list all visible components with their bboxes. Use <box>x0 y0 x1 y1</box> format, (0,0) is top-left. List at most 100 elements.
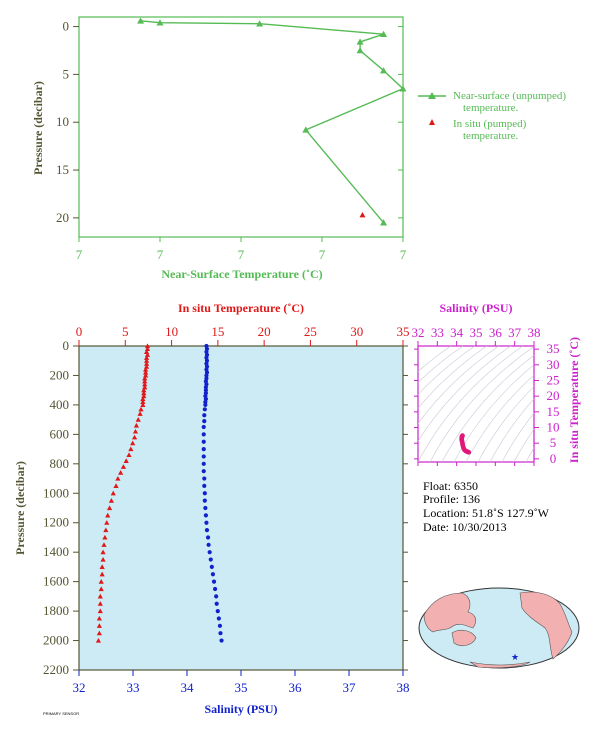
salinity-point <box>202 491 207 496</box>
profile-temp-tick-label: 20 <box>258 324 271 339</box>
profile-plot-area <box>78 345 404 671</box>
legend-label-near-surface-2: temperature. <box>463 102 519 114</box>
temperature-point <box>102 534 108 540</box>
ts-salinity-axis: 32 33 34 35 36 37 38 <box>412 325 541 466</box>
temperature-point <box>99 564 105 569</box>
profile-y-tick-label: 2200 <box>43 662 69 677</box>
temperature-point <box>96 630 102 636</box>
temperature-point <box>98 586 104 592</box>
top-x-tick-label: 7 <box>238 247 245 262</box>
temperature-point <box>140 402 146 407</box>
near-surface-point <box>380 67 388 74</box>
salinity-point <box>202 483 207 489</box>
salinity-point <box>201 461 206 466</box>
float-location-star-icon: ★ <box>511 653 519 663</box>
near-surface-point <box>356 38 364 45</box>
ts-density-contour <box>477 386 534 462</box>
near-surface-point <box>137 17 145 24</box>
temperature-point <box>142 375 148 381</box>
temperature-point <box>141 387 147 393</box>
ts-point <box>466 449 472 455</box>
near-surface-point <box>256 20 264 27</box>
ts-density-contour <box>441 354 534 462</box>
temperature-point <box>97 593 103 599</box>
near-surface-point <box>399 85 407 92</box>
temperature-point <box>97 601 103 606</box>
profile-y-tick-label: 1600 <box>43 574 69 589</box>
temperature-point <box>97 608 103 614</box>
profile-y-tick-label: 800 <box>50 456 70 471</box>
salinity-point <box>217 623 223 628</box>
in-situ-point <box>359 212 366 218</box>
temperature-profile <box>95 343 151 643</box>
temperature-point <box>141 390 147 396</box>
temperature-point <box>99 571 105 577</box>
profile-temp-tick-label: 5 <box>122 324 129 339</box>
ts-temp-tick-label: 10 <box>547 420 560 435</box>
temperature-point <box>96 623 102 628</box>
temperature-point <box>143 364 150 369</box>
profile-salinity-tick-label: 36 <box>289 680 303 695</box>
temperature-point <box>131 434 138 440</box>
salinity-point <box>202 413 207 418</box>
top-y-tick-label: 0 <box>63 19 70 34</box>
ts-density-contour <box>418 346 452 372</box>
ts-density-contour <box>418 346 464 383</box>
temperature-point <box>95 637 102 643</box>
temperature-point <box>142 378 148 384</box>
near-surface-point <box>156 19 164 26</box>
profile-y-tick-label: 1000 <box>43 485 69 500</box>
near-surface-line <box>140 20 405 224</box>
temperature-point <box>100 549 106 555</box>
footer-code: PRIMARY SENSOR <box>43 711 79 716</box>
salinity-point <box>219 638 224 643</box>
profile-y-tick-label: 0 <box>63 338 70 353</box>
profile-y-tick-label: 1800 <box>43 603 69 618</box>
salinity-profile <box>201 343 224 643</box>
ts-salinity-tick-label: 36 <box>489 325 503 340</box>
top-xlabel: Near-Surface Temperature (˚C) <box>161 267 322 281</box>
salinity-point <box>203 505 208 511</box>
temperature-point <box>140 396 146 402</box>
salinity-point <box>201 446 206 452</box>
ts-temp-tick-label: 35 <box>547 341 560 356</box>
profile-y-tick-label: 1200 <box>43 515 69 530</box>
salinity-point <box>205 535 211 540</box>
salinity-point <box>201 469 206 474</box>
temperature-point <box>100 556 106 562</box>
world-map: ★ <box>418 587 580 669</box>
temperature-point <box>144 352 151 357</box>
ts-salinity-tick-label: 34 <box>450 325 464 340</box>
profile-chart: 0200400600800100012001400160018002000220… <box>13 301 410 716</box>
ts-temp-tick-label: 20 <box>547 388 560 403</box>
temperature-point <box>123 458 129 463</box>
temperature-point <box>132 428 139 434</box>
salinity-point <box>201 432 206 437</box>
profile-bottom-xlabel: Salinity (PSU) <box>204 702 277 716</box>
salinity-point <box>218 631 223 636</box>
profile-y-tick-label: 1400 <box>43 544 69 559</box>
salinity-point <box>214 594 219 599</box>
profile-salinity-tick-label: 33 <box>127 680 140 695</box>
temperature-point <box>144 346 151 352</box>
top-chart: 0 5 10 15 20 7 7 7 7 7 Near-Surface Temperature … <box>31 16 566 281</box>
temperature-point <box>130 440 136 446</box>
ts-density-contour <box>501 412 534 462</box>
top-y-tick-label: 10 <box>56 114 69 129</box>
salinity-point <box>202 476 207 481</box>
salinity-point <box>212 586 218 592</box>
ts-density-contour <box>489 398 534 462</box>
map-land-antarctica <box>469 661 531 669</box>
near-surface-point <box>380 30 388 38</box>
ts-density-contour <box>418 346 524 462</box>
salinity-point <box>201 439 206 444</box>
temperature-point <box>142 381 148 387</box>
salinity-point <box>204 373 209 378</box>
temperature-point <box>118 470 124 475</box>
salinity-point <box>208 557 213 562</box>
profile-salinity-tick-label: 32 <box>73 680 86 695</box>
ts-temp-tick-label: 5 <box>550 435 557 450</box>
salinity-point <box>201 424 206 430</box>
